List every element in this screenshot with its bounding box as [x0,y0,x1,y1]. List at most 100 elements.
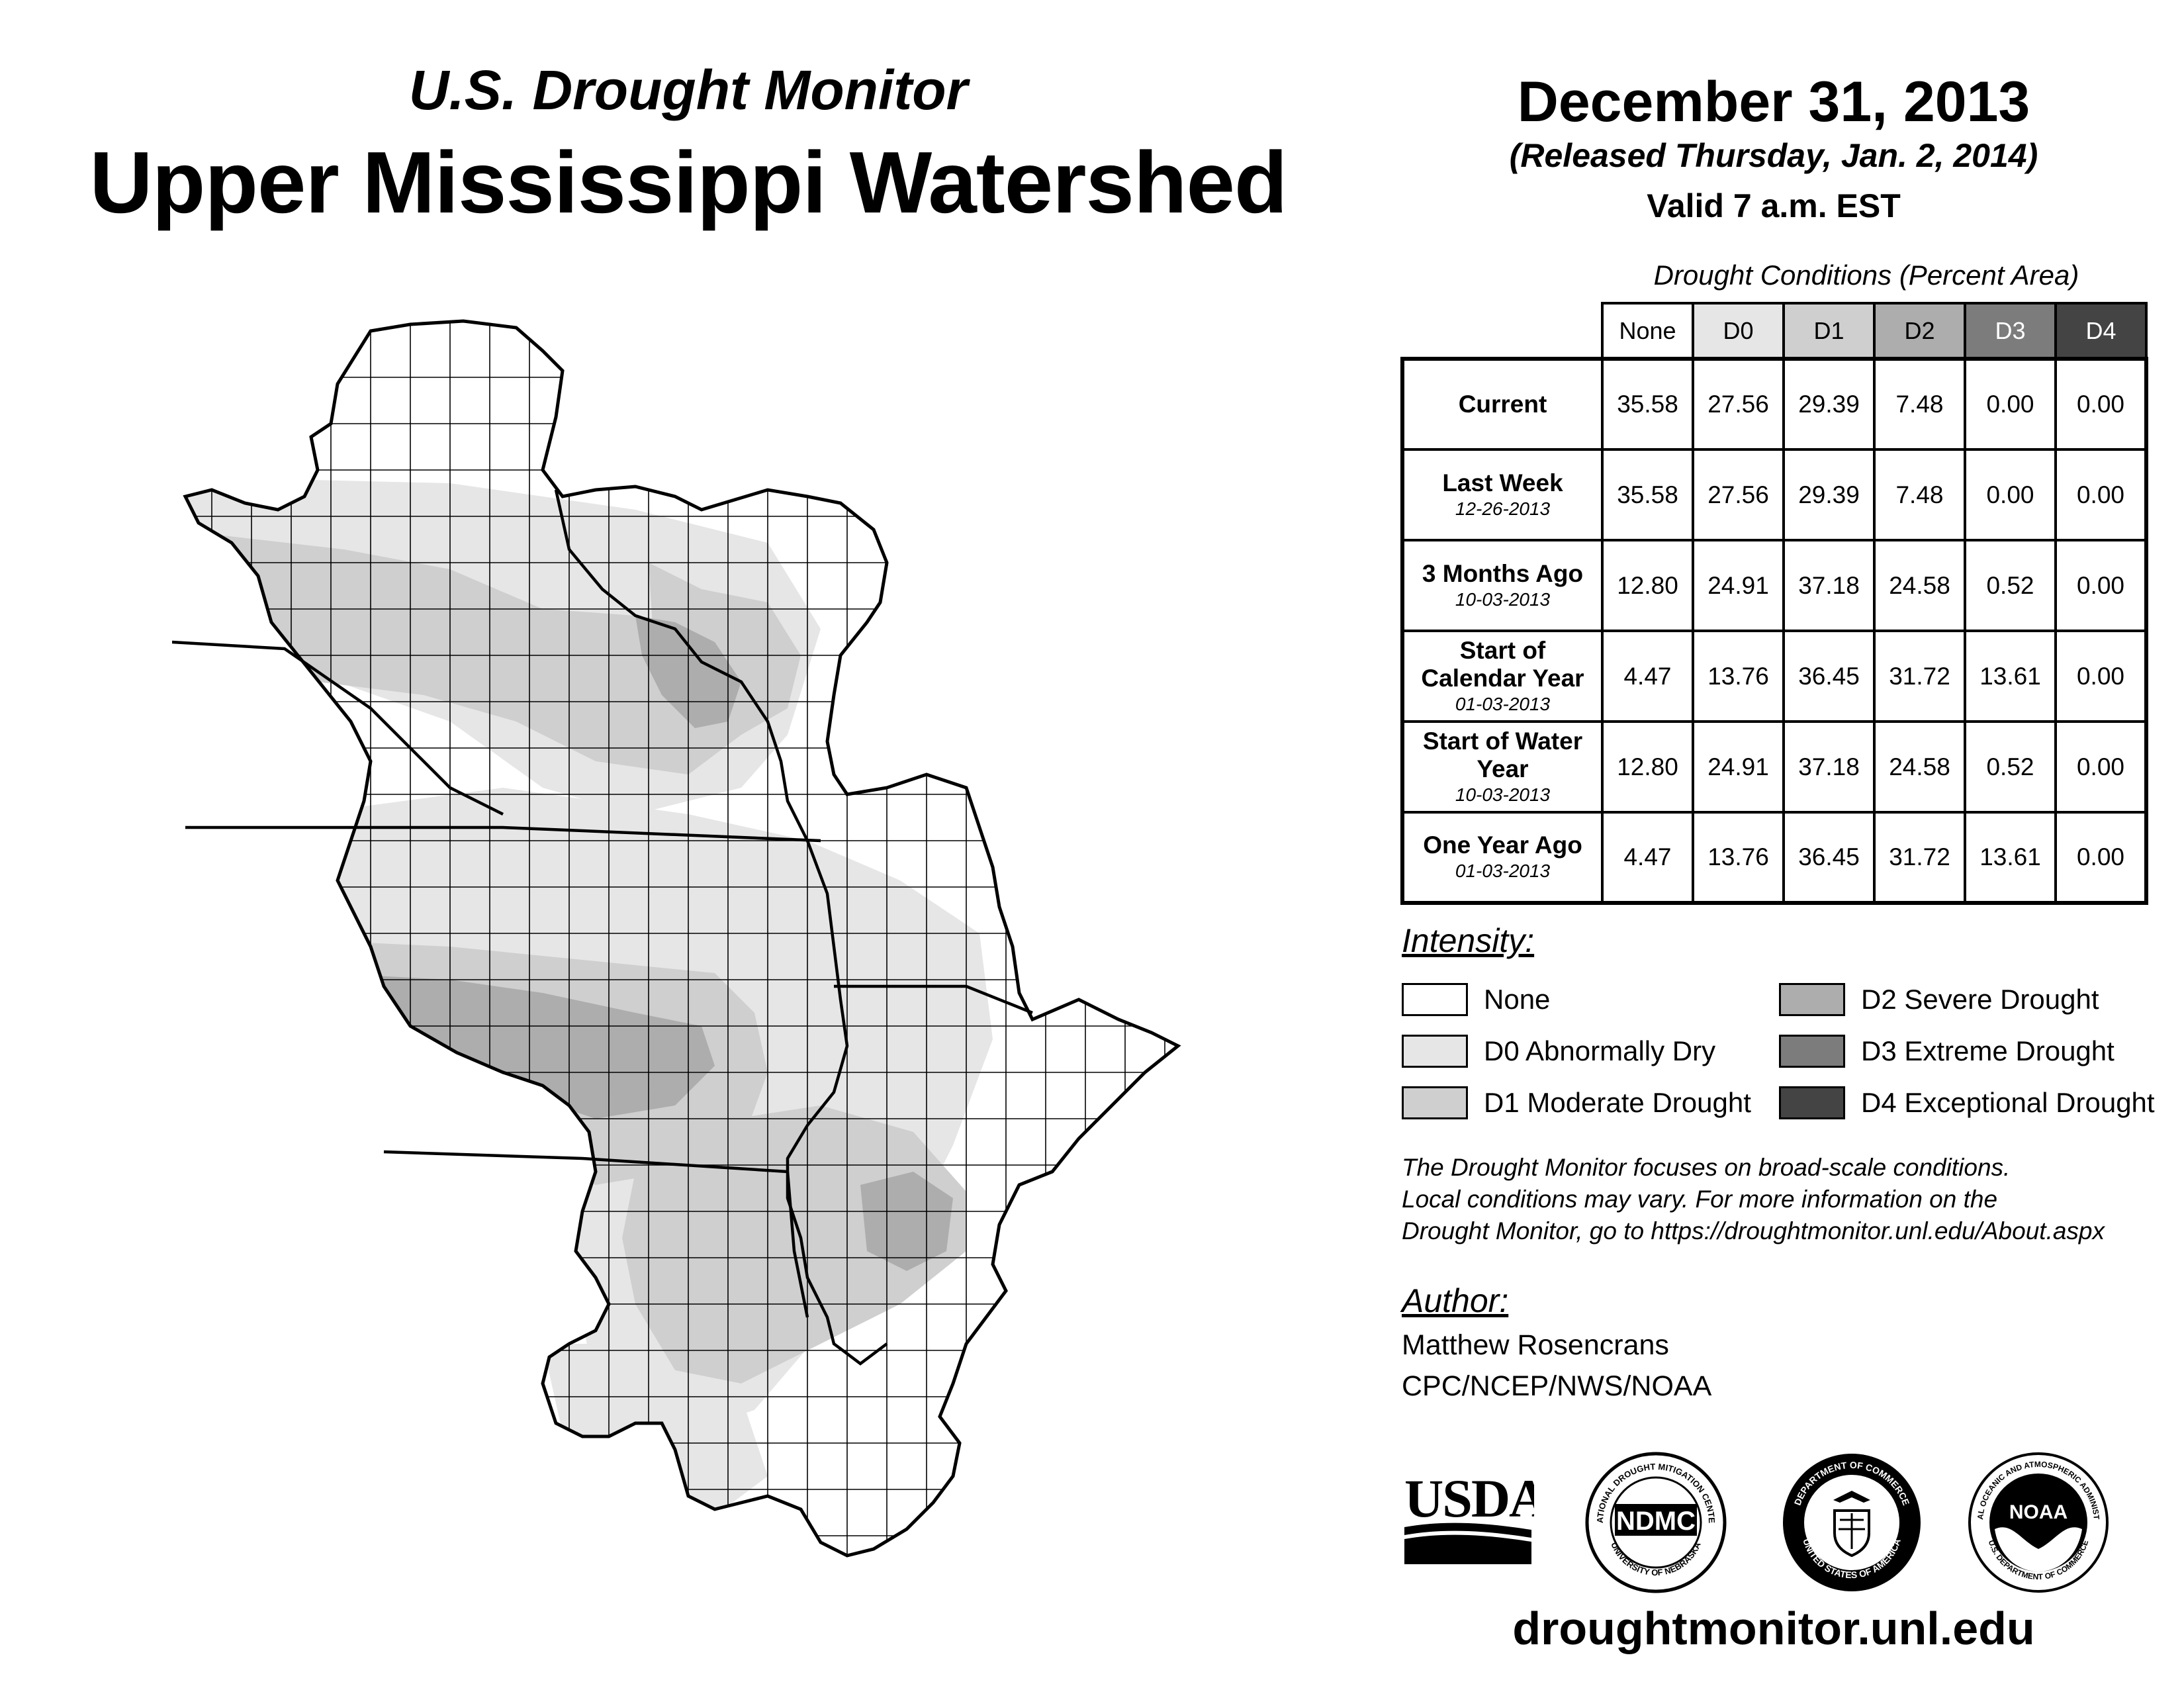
legend-label: None [1484,984,1551,1015]
table-row: Current 35.58 27.56 29.39 7.48 0.00 0.00 [1400,357,2148,451]
d2-zone-east [860,1172,953,1271]
table-cell: 37.18 [1782,720,1876,814]
col-header-d2: D2 [1873,302,1966,361]
table-header-row: None D0 D1 D2 D3 D4 [1402,302,2148,361]
ndmc-logo-text: NDMC [1616,1507,1696,1536]
usda-logo-icon: USDA [1404,1468,1534,1564]
table-cell: 0.52 [1964,539,2057,632]
table-row: One Year Ago 01-03-2013 4.47 13.76 36.45 31.7… [1400,811,2148,905]
table-row: Start of Water Year 10-03-2013 12.80 24.91 3… [1400,720,2148,814]
row-label: Current [1400,357,1604,451]
table-cell: 24.58 [1873,539,1966,632]
table-row: 3 Months Ago 10-03-2013 12.80 24.91 37.18 24.… [1400,539,2148,632]
table-cell: 0.00 [2054,448,2148,541]
noaa-logo-text: NOAA [2009,1501,2068,1523]
table-cell: 31.72 [1873,811,1966,905]
table-cell: 24.58 [1873,720,1966,814]
col-header-none: None [1601,302,1694,361]
row-label: 3 Months Ago 10-03-2013 [1400,539,1604,632]
legend-swatch-d1 [1402,1086,1468,1119]
table-cell: 13.76 [1692,811,1785,905]
table-cell: 24.91 [1692,720,1785,814]
table-cell: 27.56 [1692,357,1785,451]
row-date: 10-03-2013 [1455,588,1551,610]
table-cell: 0.00 [1964,448,2057,541]
table-cell: 36.45 [1782,630,1876,723]
table-cell: 29.39 [1782,357,1876,451]
row-label: Start of Water Year 10-03-2013 [1400,720,1604,814]
legend-label: D0 Abnormally Dry [1484,1035,1716,1066]
subtitle: U.S. Drought Monitor [408,59,968,121]
website-link[interactable]: droughtmonitor.unl.edu [1512,1603,2035,1654]
table-cell: 7.48 [1873,448,1966,541]
d2-zone-west [324,973,715,1119]
table-cell: 37.18 [1782,539,1876,632]
col-header-d0: D0 [1692,302,1785,361]
legend-swatch-d3 [1779,1035,1845,1068]
intensity-title: Intensity: [1402,922,1535,959]
legend-swatch-none [1402,983,1468,1016]
row-date: 01-03-2013 [1455,861,1551,881]
table-cell: 13.61 [1964,630,2057,723]
table-cell: 0.52 [1964,720,2057,814]
release-date: (Released Thursday, Jan. 2, 2014) [1509,137,2038,174]
noaa-logo-icon: NATIONAL OCEANIC AND ATMOSPHERIC ADMINIS… [1966,1450,2109,1593]
legend-item-none: None [1402,981,1550,1018]
row-date: 01-03-2013 [1455,693,1551,714]
table-cell: 36.45 [1782,811,1876,905]
table-cell: 29.39 [1782,448,1876,541]
legend-item-d4: D4 Exceptional Drought [1779,1084,2155,1121]
basin-outline [183,319,1181,1558]
legend-item-d2: D2 Severe Drought [1779,981,2099,1018]
row-label-text: One Year Ago [1423,831,1582,859]
row-label: Start of Calendar Year 01-03-2013 [1400,630,1604,723]
table-cell: 0.00 [2054,357,2148,451]
table-cell: 0.00 [2054,811,2148,905]
legend-swatch-d4 [1779,1086,1845,1119]
doc-seal-icon: DEPARTMENT OF COMMERCE UNITED STATES OF … [1783,1454,1921,1591]
table-cell: 24.91 [1692,539,1785,632]
table-cell: 35.58 [1601,448,1694,541]
table-row: Last Week 12-26-2013 35.58 27.56 29.39 7.48 0.… [1400,448,2148,541]
table-corner [1402,303,1602,361]
row-label-text: Start of Calendar Year [1421,636,1584,692]
table-cell: 0.00 [1964,357,2057,451]
table-cell: 0.00 [2054,630,2148,723]
table-cell: 31.72 [1873,630,1966,723]
usda-logo-text: USDA [1404,1468,1534,1528]
legend-label: D3 Extreme Drought [1861,1035,2115,1066]
drought-map [172,319,1181,1558]
row-date: 10-03-2013 [1455,784,1551,805]
row-label: One Year Ago 01-03-2013 [1400,811,1604,905]
table-cell: 12.80 [1601,720,1694,814]
note-line: Local conditions may vary. For more info… [1402,1186,1998,1213]
col-header-d1: D1 [1782,302,1876,361]
row-label-text: Last Week [1442,469,1563,496]
table-cell: 27.56 [1692,448,1785,541]
author-name: Matthew Rosencrans [1402,1329,1669,1361]
table-cell: 13.61 [1964,811,2057,905]
table-cell: 7.48 [1873,357,1966,451]
ndmc-logo-icon: NATIONAL DROUGHT MITIGATION CENTER UNIVE… [1583,1450,1727,1593]
legend-swatch-d2 [1779,983,1845,1016]
table-row: Start of Calendar Year 01-03-2013 4.47 13.7… [1400,630,2148,723]
page-title: Upper Mississippi Watershed [89,134,1287,231]
drought-conditions-table: None D0 D1 D2 D3 D4 Current 35.58 27.56 29.… [1400,302,2148,905]
table-cell: 4.47 [1601,811,1694,905]
legend-item-d1: D1 Moderate Drought [1402,1084,1751,1121]
row-label: Last Week 12-26-2013 [1400,448,1604,541]
table-cell: 35.58 [1601,357,1694,451]
author-title: Author: [1402,1282,1509,1319]
row-label-text: Start of Water Year [1422,727,1583,782]
valid-time: Valid 7 a.m. EST [1647,187,1901,224]
table-cell: 12.80 [1601,539,1694,632]
row-label-text: Current [1458,391,1547,418]
author-org: CPC/NCEP/NWS/NOAA [1402,1370,1712,1402]
map-date: December 31, 2013 [1517,70,2030,134]
legend-label: D4 Exceptional Drought [1861,1087,2155,1118]
note-line: The Drought Monitor focuses on broad-sca… [1402,1154,2011,1181]
legend-label: D2 Severe Drought [1861,984,2099,1015]
table-cell: 13.76 [1692,630,1785,723]
table-caption: Drought Conditions (Percent Area) [1653,259,2079,291]
state-boundaries [172,489,1033,1366]
